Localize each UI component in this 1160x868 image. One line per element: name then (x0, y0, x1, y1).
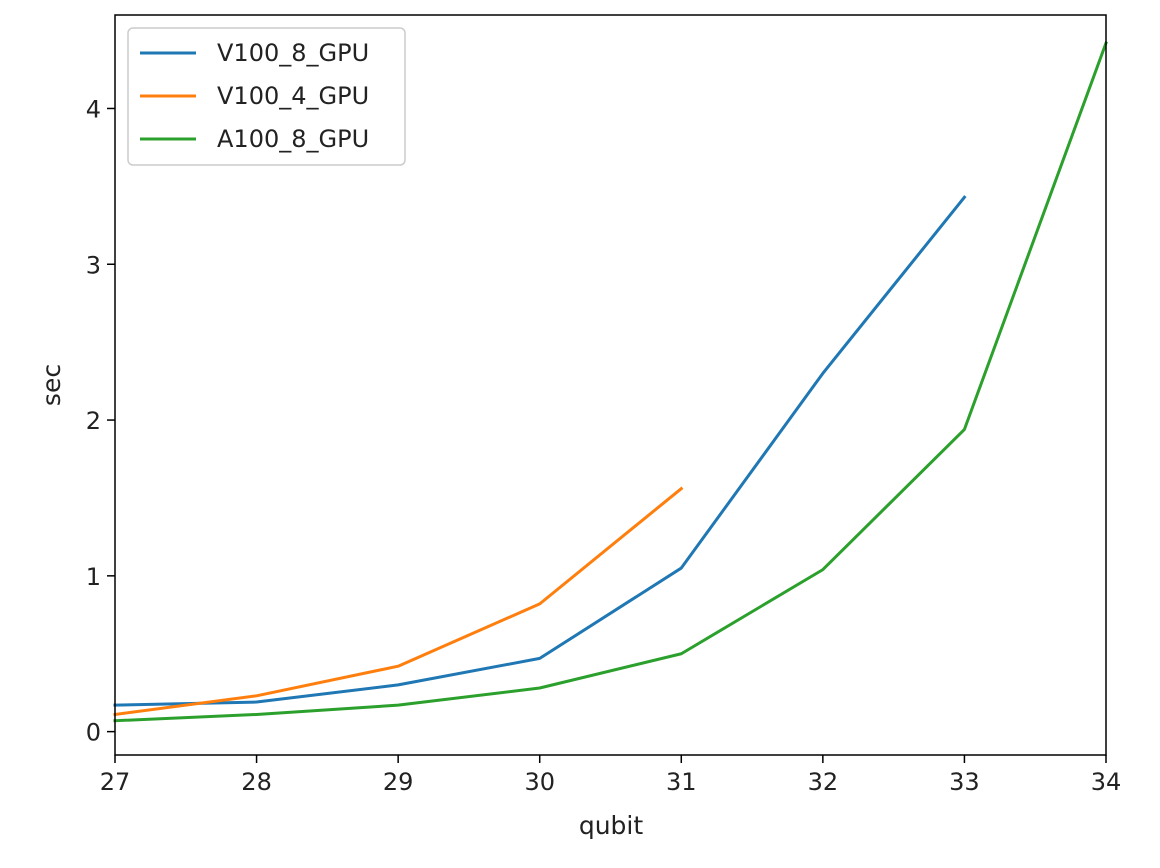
x-tick-label: 28 (241, 768, 272, 796)
x-tick-label: 30 (524, 768, 555, 796)
y-tick-label: 2 (86, 407, 101, 435)
legend-box (127, 27, 406, 166)
y-tick-label: 4 (86, 95, 101, 123)
x-tick-label: 32 (808, 768, 839, 796)
y-tick-label: 0 (86, 719, 101, 747)
y-tick-label: 3 (86, 251, 101, 279)
x-tick-label: 31 (666, 768, 697, 796)
x-tick-label: 33 (949, 768, 980, 796)
plot-area (113, 41, 1108, 723)
legend-label-3: A100_8_GPU (217, 125, 369, 153)
series-line-3 (113, 41, 1108, 723)
y-tick-label: 1 (86, 563, 101, 591)
axes-frame (114, 14, 1107, 756)
legend: V100_8_GPU V100_4_GPU A100_8_GPU (127, 27, 406, 166)
series-line-2 (113, 486, 684, 717)
series-line-1 (113, 195, 967, 707)
legend-label-1: V100_8_GPU (217, 39, 369, 67)
x-tick-label: 29 (383, 768, 414, 796)
legend-label-2: V100_4_GPU (217, 82, 369, 110)
y-axis-label: sec (37, 364, 66, 406)
x-tick-label: 34 (1091, 768, 1122, 796)
x-axis-label: qubit (579, 811, 644, 840)
x-tick-label: 27 (100, 768, 131, 796)
